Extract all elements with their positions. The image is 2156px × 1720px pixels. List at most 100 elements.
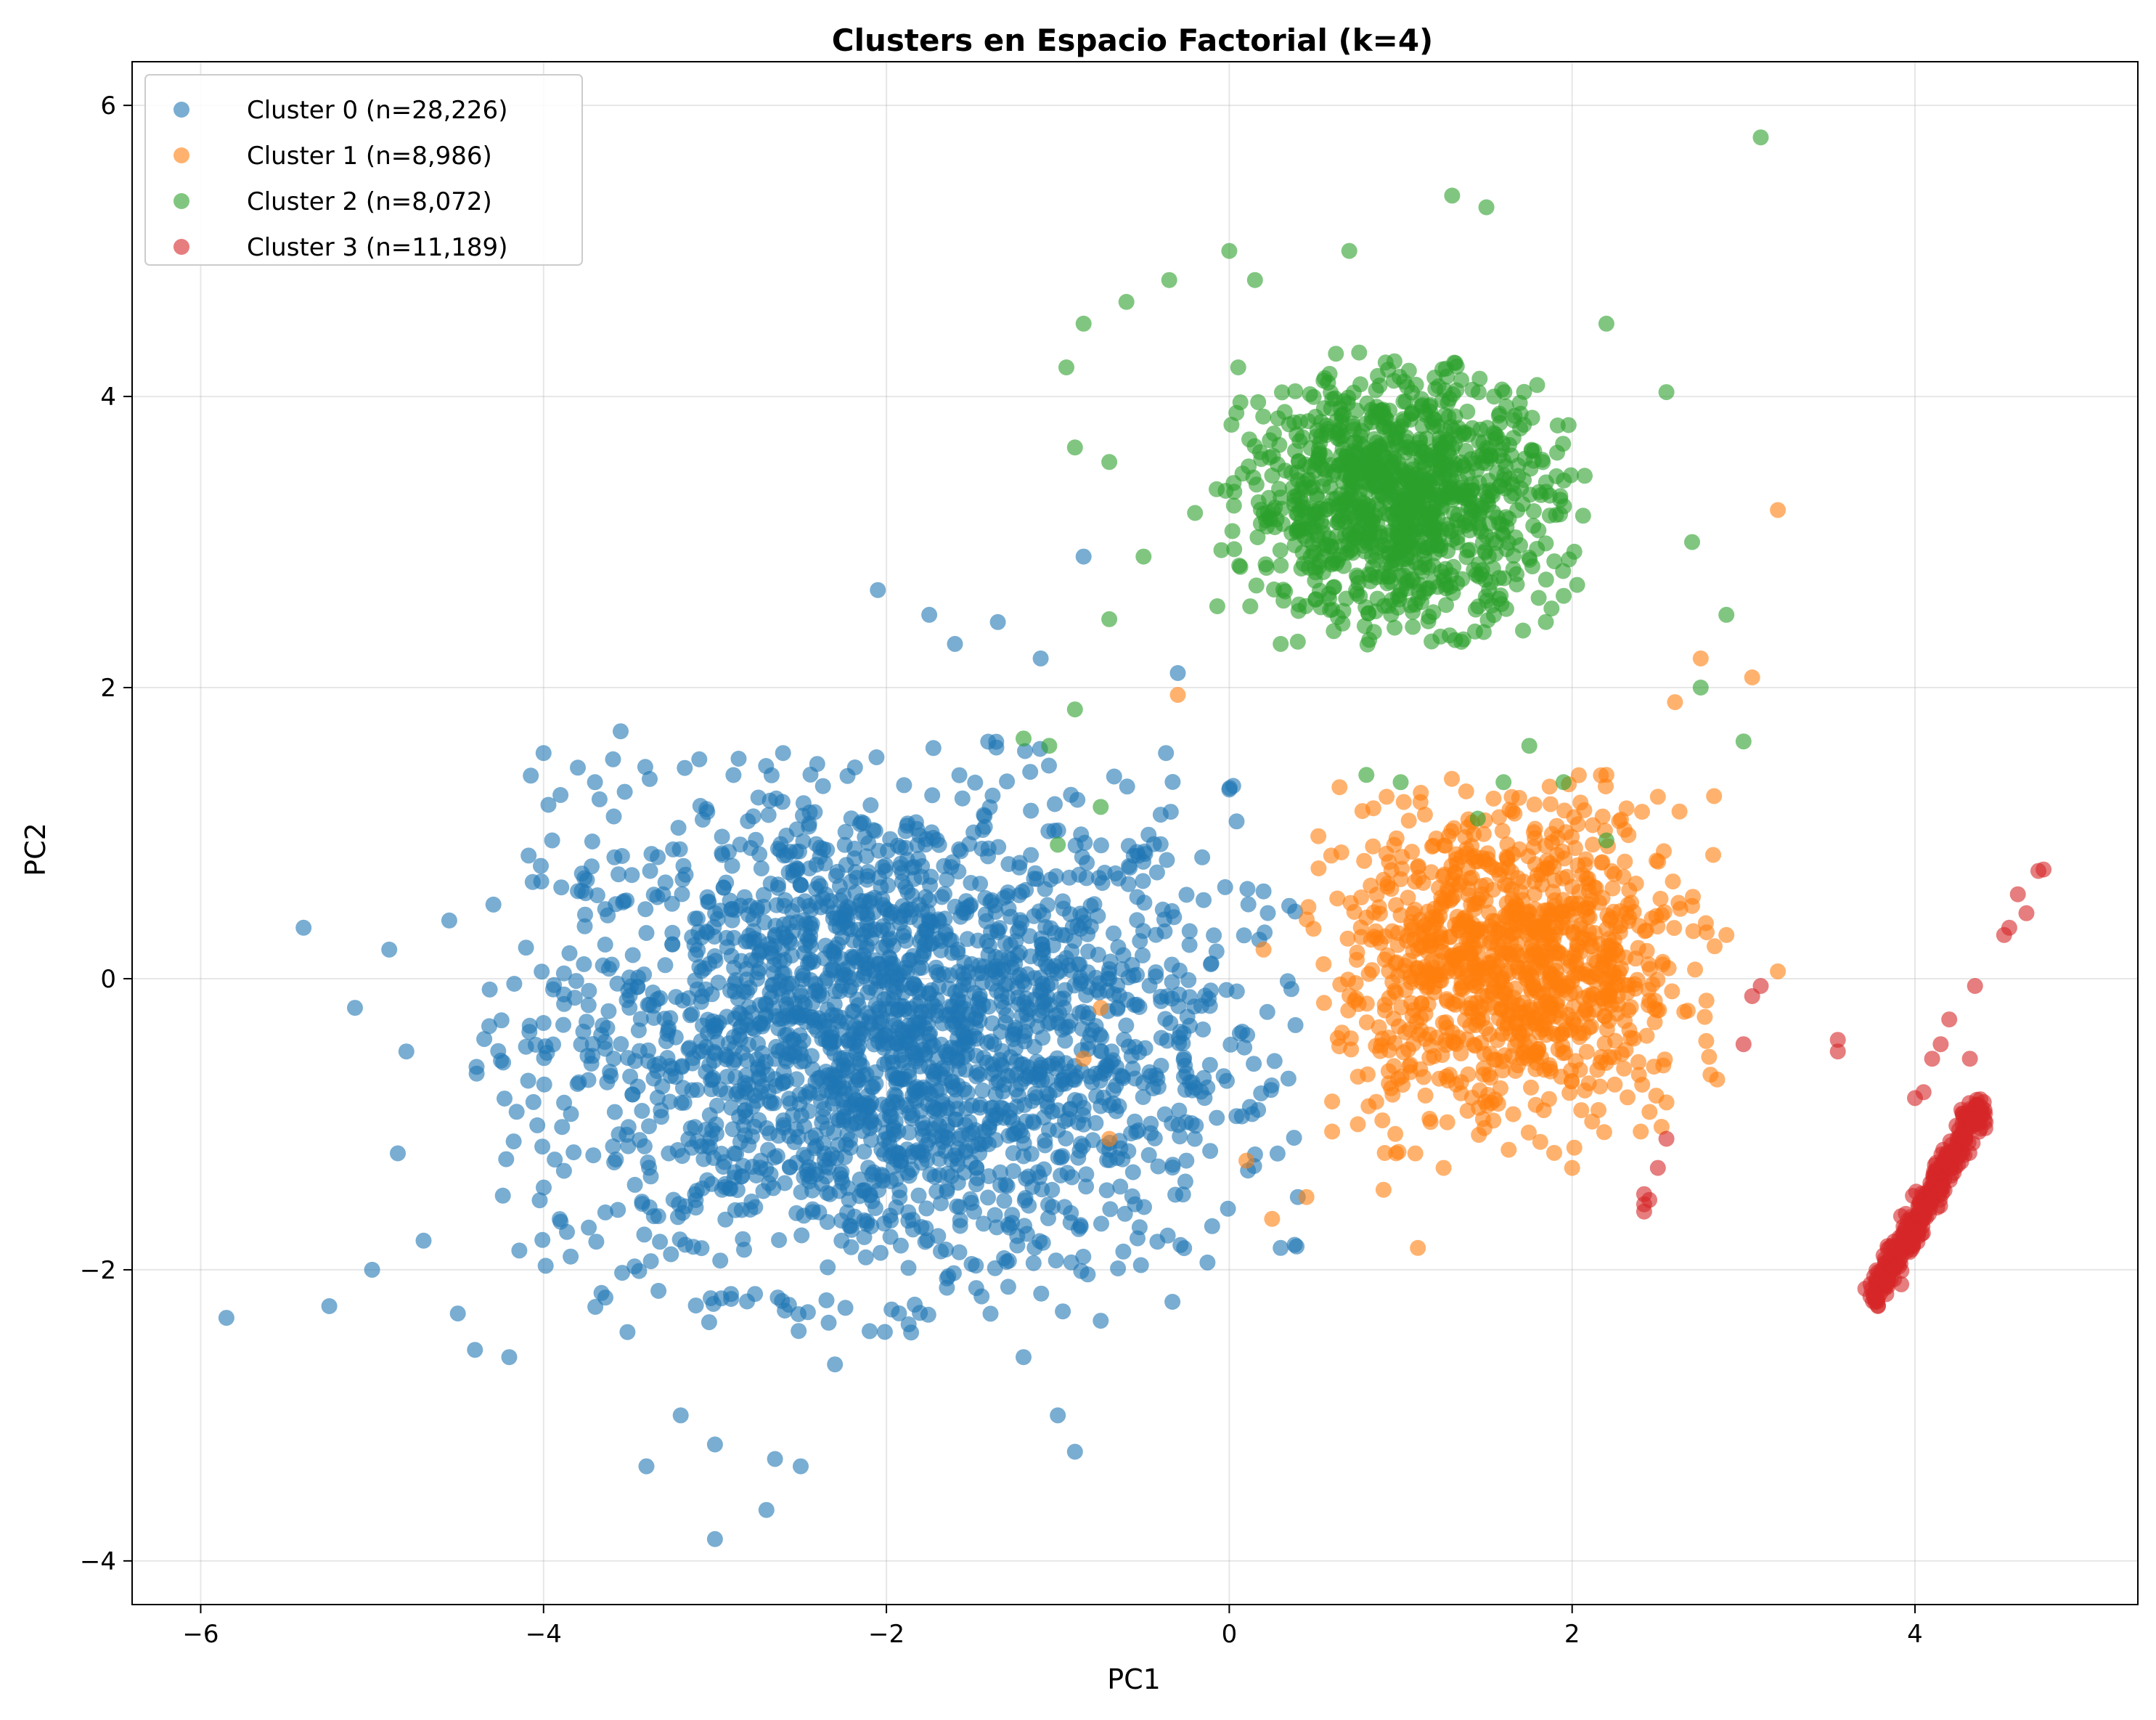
cluster-0-point xyxy=(657,874,674,891)
cluster-0-point xyxy=(765,965,782,981)
cluster-0-point xyxy=(1101,1152,1118,1168)
cluster-1-point xyxy=(1546,872,1563,889)
cluster-0-point xyxy=(1022,764,1039,780)
cluster-0-point xyxy=(814,987,830,1004)
cluster-2-point xyxy=(1498,600,1514,617)
cluster-0-point xyxy=(892,839,909,856)
cluster-2-point xyxy=(1058,359,1074,375)
cluster-0-point xyxy=(1008,1099,1025,1115)
cluster-1-point xyxy=(1436,866,1453,883)
cluster-1-point xyxy=(1448,1076,1464,1093)
cluster-1-point xyxy=(1449,953,1466,970)
cluster-0-point xyxy=(1172,1236,1189,1253)
cluster-0-point xyxy=(606,849,623,865)
cluster-1-point xyxy=(1692,650,1709,667)
cluster-2-point xyxy=(1223,417,1240,433)
cluster-0-point xyxy=(739,1016,756,1033)
cluster-2-point xyxy=(1569,576,1585,593)
cluster-1-point xyxy=(1413,1010,1429,1026)
cluster-0-point xyxy=(467,1342,483,1358)
cluster-0-point xyxy=(767,1051,783,1067)
cluster-2-point xyxy=(1368,477,1385,494)
cluster-0-point xyxy=(1203,956,1219,973)
cluster-0-point xyxy=(1095,1089,1112,1106)
cluster-0-point xyxy=(1148,864,1165,881)
cluster-0-point xyxy=(836,887,852,904)
cluster-2-point xyxy=(1101,611,1118,627)
cluster-1-point xyxy=(1379,788,1395,805)
cluster-3-point xyxy=(1649,1159,1666,1176)
cluster-2-point xyxy=(1273,489,1289,506)
cluster-0-point xyxy=(827,1068,844,1085)
cluster-1-point xyxy=(1503,788,1520,805)
cluster-0-point xyxy=(833,1170,849,1186)
cluster-0-point xyxy=(754,1045,770,1061)
cluster-0-point xyxy=(862,1323,878,1340)
cluster-1-point xyxy=(1561,1085,1578,1101)
series-cluster-2 xyxy=(1016,129,1769,853)
y-tick-label: 0 xyxy=(100,965,116,994)
cluster-2-point xyxy=(1506,407,1523,424)
cluster-2-point xyxy=(1318,462,1334,478)
cluster-0-point xyxy=(1009,1237,1026,1254)
cluster-0-point xyxy=(965,1124,981,1141)
cluster-0-point xyxy=(1074,1020,1090,1037)
cluster-0-point xyxy=(921,1033,938,1050)
cluster-0-point xyxy=(501,1349,518,1366)
cluster-0-point xyxy=(706,918,722,935)
cluster-0-point xyxy=(727,983,743,1000)
cluster-0-point xyxy=(993,993,1010,1010)
cluster-3-point xyxy=(1893,1276,1910,1292)
cluster-2-point xyxy=(1405,619,1421,635)
cluster-0-point xyxy=(891,860,908,876)
x-tick-label: −6 xyxy=(182,1620,219,1649)
cluster-2-point xyxy=(1286,537,1303,553)
cluster-1-point xyxy=(1463,1089,1480,1106)
cluster-2-point xyxy=(1340,536,1357,553)
cluster-0-point xyxy=(896,908,912,924)
cluster-0-point xyxy=(889,971,905,988)
cluster-1-point xyxy=(1620,1089,1636,1106)
cluster-0-point xyxy=(1037,1132,1053,1149)
cluster-3-point xyxy=(2009,886,2026,902)
cluster-2-point xyxy=(1264,468,1281,484)
cluster-0-point xyxy=(988,1075,1005,1091)
cluster-0-point xyxy=(971,1099,988,1116)
cluster-0-point xyxy=(856,1144,873,1160)
cluster-2-point xyxy=(1394,509,1410,526)
cluster-0-point xyxy=(849,953,865,970)
cluster-1-point xyxy=(1585,817,1601,833)
cluster-0-point xyxy=(588,1234,605,1250)
cluster-0-point xyxy=(704,1072,721,1088)
cluster-0-point xyxy=(1033,1285,1050,1302)
cluster-0-point xyxy=(793,1458,809,1475)
cluster-0-point xyxy=(981,1136,997,1152)
cluster-0-point xyxy=(798,1014,814,1030)
cluster-0-point xyxy=(1123,1125,1140,1142)
cluster-0-point xyxy=(1283,981,1299,998)
cluster-1-point xyxy=(1652,890,1669,907)
x-tick-label: 0 xyxy=(1222,1620,1238,1649)
cluster-0-point xyxy=(769,879,786,896)
cluster-0-point xyxy=(652,990,669,1006)
cluster-0-point xyxy=(727,1202,743,1218)
cluster-0-point xyxy=(1023,948,1039,965)
cluster-2-point xyxy=(1474,534,1491,551)
cluster-0-point xyxy=(637,901,654,918)
cluster-0-point xyxy=(1055,1303,1071,1320)
cluster-1-point xyxy=(1636,923,1653,940)
cluster-0-point xyxy=(707,953,724,969)
cluster-0-point xyxy=(1208,943,1225,960)
cluster-2-point xyxy=(1448,358,1465,375)
cluster-1-point xyxy=(1400,812,1417,829)
cluster-0-point xyxy=(650,1282,667,1299)
cluster-3-point xyxy=(1961,1051,1978,1067)
cluster-1-point xyxy=(1500,993,1517,1010)
cluster-0-point xyxy=(777,892,793,908)
cluster-0-point xyxy=(663,895,680,912)
cluster-0-point xyxy=(936,1069,953,1086)
cluster-0-point xyxy=(835,962,852,979)
cluster-0-point xyxy=(616,783,633,800)
cluster-0-point xyxy=(563,1106,579,1122)
cluster-0-point xyxy=(939,871,955,888)
